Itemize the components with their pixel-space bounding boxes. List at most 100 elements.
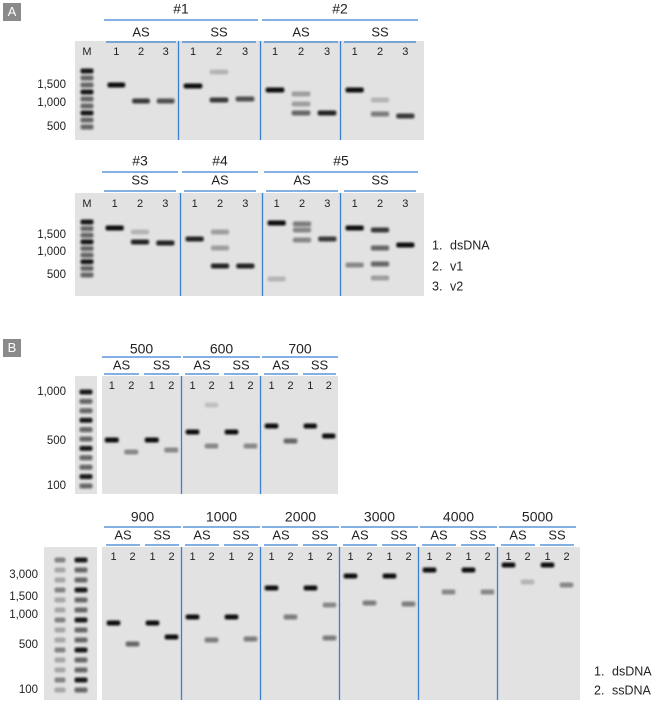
lane-label: 2 <box>138 46 144 58</box>
lane-label: 2 <box>217 198 223 210</box>
lane-label: 2 <box>247 551 253 563</box>
band <box>80 265 94 271</box>
subgroup-label: SS <box>390 527 408 542</box>
subgroup-label: SS <box>311 357 329 372</box>
lane-label: 1 <box>505 551 511 563</box>
lane-label: 2 <box>287 380 293 392</box>
band <box>291 91 311 97</box>
band <box>303 423 317 429</box>
lane-label: 3 <box>402 46 408 58</box>
subgroup-label: SS <box>210 24 228 39</box>
band <box>370 275 390 281</box>
size-label: 500 <box>47 121 66 133</box>
band <box>54 667 66 673</box>
group-title: 1000 <box>206 509 237 525</box>
subgroup-label: AS <box>193 357 211 372</box>
band <box>209 97 229 103</box>
band <box>125 641 140 647</box>
lane-label: 2 <box>208 551 214 563</box>
group-title: 900 <box>131 509 155 525</box>
band <box>79 436 93 442</box>
band <box>291 101 311 107</box>
band <box>80 124 94 130</box>
gel <box>102 376 338 494</box>
group-title: 5000 <box>522 509 553 525</box>
lane-label: 1 <box>149 380 155 392</box>
subgroup-label: AS <box>272 527 290 542</box>
band <box>79 389 93 395</box>
size-label: 1,500 <box>37 229 66 241</box>
band <box>79 464 93 470</box>
lane-label: 1 <box>352 46 358 58</box>
band <box>80 219 94 225</box>
band <box>292 227 312 233</box>
band <box>292 221 312 227</box>
marker-gel <box>44 547 97 700</box>
size-label: 1,500 <box>9 591 38 603</box>
band <box>401 601 416 607</box>
band <box>54 627 66 633</box>
band <box>264 585 279 591</box>
group-title: #2 <box>332 1 348 17</box>
lane-label: 1 <box>274 198 280 210</box>
band <box>130 229 150 235</box>
lane-label: 3 <box>242 198 248 210</box>
lane-label: 2 <box>298 46 304 58</box>
band <box>107 82 126 88</box>
lane-label: 2 <box>168 380 174 392</box>
subgroup-label: SS <box>153 357 171 372</box>
band <box>322 602 337 608</box>
band <box>185 429 200 435</box>
band <box>74 587 88 593</box>
size-label: 500 <box>47 269 66 281</box>
legend-text: ssDNA <box>612 683 652 697</box>
lane-label: 1 <box>113 46 119 58</box>
subgroup-label: AS <box>430 527 448 542</box>
band <box>322 433 336 439</box>
band <box>145 620 160 626</box>
group-title: #1 <box>173 1 189 17</box>
subgroup-label: SS <box>371 24 389 39</box>
lane-label: 2 <box>129 551 135 563</box>
band <box>54 567 66 573</box>
panel-badge <box>3 3 21 21</box>
legend-number: 3. <box>432 279 442 293</box>
lane-label: 1 <box>228 380 234 392</box>
legend-text: dsDNA <box>612 664 652 678</box>
band <box>144 437 159 443</box>
lane-label: 2 <box>405 551 411 563</box>
band <box>80 68 94 74</box>
band <box>74 667 88 673</box>
band <box>345 87 364 93</box>
band <box>74 557 88 563</box>
lane-label: 2 <box>377 198 383 210</box>
subgroup-label: AS <box>292 24 310 39</box>
band <box>322 635 337 641</box>
lane-label: 1 <box>112 198 118 210</box>
band <box>80 239 94 245</box>
band <box>343 573 358 579</box>
band <box>130 239 150 245</box>
band <box>210 229 230 235</box>
subgroup-label: SS <box>232 357 250 372</box>
band <box>80 110 94 116</box>
band <box>74 577 88 583</box>
legend-text: v2 <box>450 279 463 293</box>
subgroup-label: SS <box>232 527 250 542</box>
band <box>54 647 66 653</box>
band <box>236 263 255 269</box>
group-title: 500 <box>130 341 154 357</box>
lane-label: M <box>82 46 91 58</box>
band <box>422 567 437 573</box>
band <box>520 579 535 585</box>
legend-text: v1 <box>450 259 463 273</box>
band <box>183 83 203 89</box>
size-label: 1,000 <box>37 386 66 398</box>
lane-label: 3 <box>242 46 248 58</box>
subgroup-label: SS <box>548 527 566 542</box>
band <box>80 226 94 232</box>
lane-label: 1 <box>347 551 353 563</box>
lane-label: 2 <box>168 551 174 563</box>
band <box>370 227 390 233</box>
size-label: 1,500 <box>37 79 66 91</box>
